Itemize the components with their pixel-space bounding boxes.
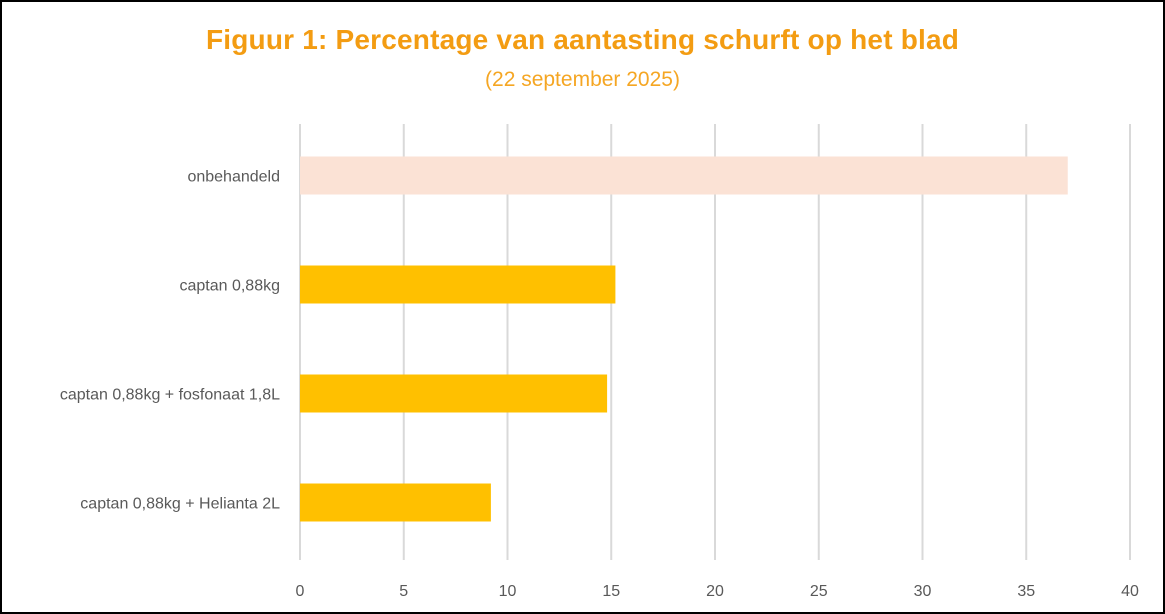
category-labels: onbehandeld captan 0,88kg captan 0,88kg + … <box>60 169 280 513</box>
bar <box>300 374 608 413</box>
x-tick-label: 35 <box>1017 583 1035 600</box>
bar <box>300 156 1068 195</box>
x-tick-label: 40 <box>1121 583 1139 600</box>
x-tick-label: 5 <box>399 583 408 600</box>
category-label: onbehandeld <box>187 169 280 186</box>
category-label: captan 0,88kg <box>179 278 280 295</box>
x-tick-label: 25 <box>810 583 828 600</box>
x-tick-label: 10 <box>499 583 517 600</box>
category-label: captan 0,88kg + Helianta 2L <box>80 496 280 513</box>
bar <box>300 265 616 304</box>
x-tick-label: 15 <box>602 583 620 600</box>
x-tick-labels: 0 5 10 15 20 25 30 35 40 <box>296 583 1139 600</box>
category-label: captan 0,88kg + fosfonaat 1,8L <box>60 387 280 404</box>
x-tick-label: 0 <box>296 583 305 600</box>
x-tick-label: 30 <box>914 583 932 600</box>
chart-title: Figuur 1: Percentage van aantasting schu… <box>205 24 960 55</box>
bars <box>300 156 1068 522</box>
chart-subtitle: (22 september 2025) <box>485 68 680 91</box>
x-tick-label: 20 <box>706 583 724 600</box>
bar <box>300 483 491 522</box>
